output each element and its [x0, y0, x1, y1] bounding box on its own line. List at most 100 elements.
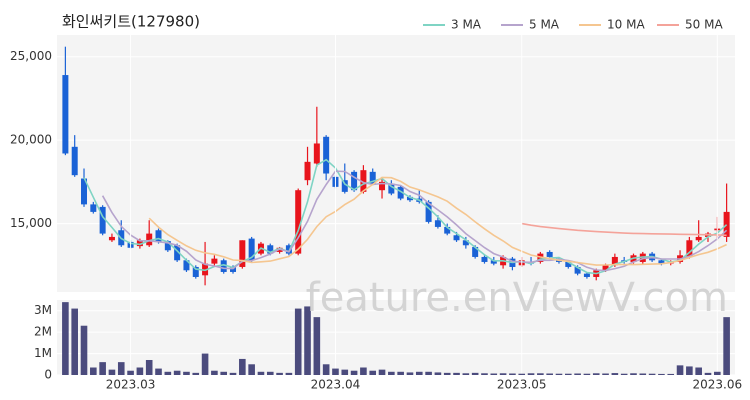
- y-tick-label: 3M: [34, 303, 52, 317]
- volume-bar: [155, 368, 162, 375]
- candle-body: [99, 206, 106, 234]
- ma-line: [521, 222, 727, 237]
- volume-bar: [564, 373, 572, 375]
- candle-body: [192, 266, 199, 277]
- volume-bar: [714, 371, 721, 375]
- candle-body: [62, 75, 69, 154]
- candle-body: [230, 266, 237, 272]
- volume-bar: [592, 373, 600, 375]
- volume-bar: [266, 371, 274, 375]
- candle-body: [341, 180, 348, 192]
- volume-bar: [537, 373, 544, 375]
- volume-bar: [574, 373, 581, 375]
- candle-body: [444, 226, 451, 234]
- volume-bar: [425, 371, 432, 375]
- volume-bar: [415, 371, 423, 375]
- volume-bar: [630, 373, 637, 375]
- y-tick-label: 15,000: [10, 216, 52, 230]
- volume-bar: [490, 373, 498, 375]
- x-tick-label: 2023.06: [692, 378, 742, 392]
- candle-body: [295, 190, 302, 254]
- volume-bar: [583, 373, 591, 375]
- candle-body: [602, 265, 609, 271]
- volume-bar: [639, 373, 647, 375]
- y-tick-label: 2M: [34, 325, 52, 339]
- volume-bar: [397, 371, 404, 375]
- volume-bar: [136, 367, 144, 375]
- volume-bar: [369, 370, 377, 375]
- volume-bar: [471, 372, 479, 375]
- volume-bar: [304, 306, 311, 375]
- candle-body: [574, 266, 581, 274]
- volume-bar: [676, 365, 684, 375]
- candle-body: [313, 143, 320, 164]
- volume-bar: [229, 372, 237, 375]
- candle-body: [71, 146, 78, 176]
- candle-body: [472, 246, 479, 257]
- chart-title: 화인써키트(127980): [62, 13, 200, 31]
- volume-bar: [704, 372, 712, 375]
- candle-body: [546, 251, 553, 257]
- volume-bar: [220, 371, 228, 375]
- volume-bar: [192, 372, 200, 375]
- candle-body: [211, 258, 218, 264]
- candle-body: [695, 236, 702, 241]
- volume-bar: [127, 370, 134, 375]
- volume-bar: [313, 317, 321, 375]
- candle-body: [267, 245, 274, 254]
- volume-bar: [80, 325, 88, 375]
- volume-bar: [527, 373, 535, 375]
- volume-bar: [481, 373, 488, 375]
- y-tick-label: 0: [44, 368, 52, 382]
- volume-bar: [99, 362, 106, 375]
- ma-line: [148, 176, 727, 266]
- candle-body: [583, 273, 590, 277]
- candle-body: [397, 186, 404, 199]
- x-tick-label: 2023.03: [106, 378, 156, 392]
- x-tick-label: 2023.04: [311, 378, 361, 392]
- volume-bar: [443, 372, 451, 375]
- volume-bar: [518, 373, 526, 375]
- volume-bar: [378, 369, 386, 375]
- volume-bar: [173, 370, 181, 375]
- candle-body: [425, 201, 432, 222]
- volume-bar: [695, 367, 702, 375]
- candle-body: [239, 240, 246, 267]
- volume-bar: [350, 370, 358, 375]
- ma-line: [101, 170, 728, 272]
- volume-bar: [285, 372, 293, 375]
- volume-bar: [239, 358, 246, 375]
- volume-bar: [71, 308, 78, 375]
- volume-bar: [248, 364, 255, 375]
- candle-body: [220, 260, 227, 272]
- candle-body: [462, 240, 469, 246]
- legend-label: 5 MA: [529, 18, 560, 32]
- volume-bar: [108, 369, 116, 375]
- candle-body: [81, 178, 88, 205]
- candle-body: [658, 260, 665, 264]
- candle-body: [434, 220, 441, 227]
- candle-body: [146, 233, 153, 246]
- volume-bar: [360, 367, 367, 375]
- volume-bar: [341, 369, 349, 375]
- volume-bar: [546, 373, 553, 375]
- candle-body: [90, 204, 97, 212]
- volume-bar: [648, 373, 656, 375]
- volume-bar: [462, 373, 470, 375]
- volume-panel: [57, 300, 735, 375]
- volume-bar: [388, 371, 395, 375]
- volume-bar: [322, 364, 330, 375]
- y-tick-label: 20,000: [10, 133, 52, 147]
- candle-body: [388, 183, 395, 194]
- legend-label: 10 MA: [607, 18, 645, 32]
- volume-bar: [686, 366, 693, 375]
- candle-body: [164, 241, 171, 251]
- volume-bar: [164, 371, 172, 375]
- candle-body: [136, 240, 143, 247]
- legend-label: 3 MA: [451, 18, 482, 32]
- volume-bar: [723, 317, 730, 375]
- watermark: feature.enViewV.com: [306, 275, 728, 321]
- volume-bar: [602, 373, 609, 375]
- x-tick-label: 2023.05: [497, 378, 547, 392]
